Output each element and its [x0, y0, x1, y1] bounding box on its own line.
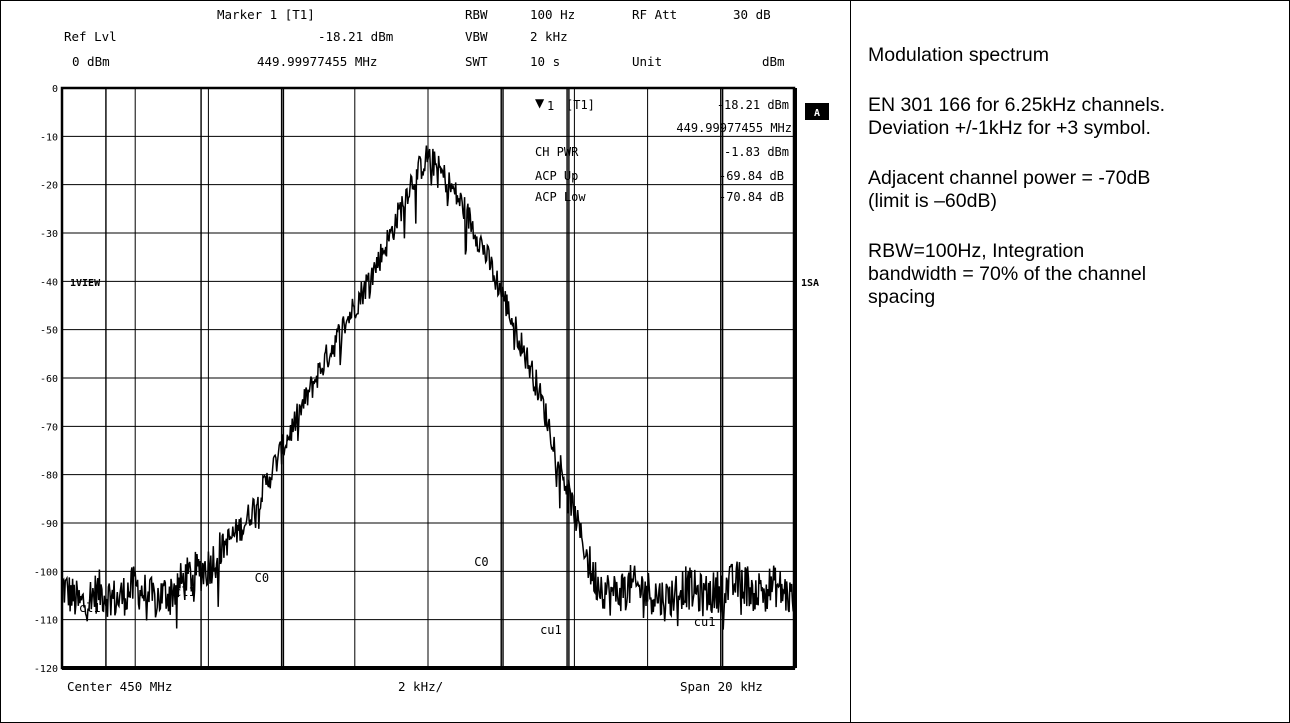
y-tick-label: -60 — [40, 374, 58, 385]
rf-att-label: RF Att — [632, 7, 678, 22]
notes-deviation: Deviation +/-1kHz for +3 symbol. — [868, 117, 1151, 139]
notes-panel: Modulation spectrum EN 301 166 for 6.25k… — [868, 44, 1288, 336]
y-tick-label: -70 — [40, 422, 58, 433]
y-tick-label: -40 — [40, 277, 58, 288]
y-tick-label: -50 — [40, 326, 58, 337]
channel-lines — [105, 88, 724, 668]
y-tick-label: -30 — [40, 229, 58, 240]
spectrum-trace — [61, 145, 795, 630]
frequency-per-division: 2 kHz/ — [398, 679, 443, 694]
channel-labels: cl1 cl1 C0 C0 cu1 cu1 — [79, 555, 716, 637]
marker-frequency: 449.99977455 MHz — [257, 54, 378, 69]
y-tick-label: -110 — [34, 616, 58, 627]
unit-value: dBm — [762, 54, 785, 69]
readout-ch-pwr-label: CH PWR — [535, 145, 579, 159]
spectrum-plot: 0 -10 -20 -30 -40 -50 -60 -70 -80 -90 -100 -110 -120… — [34, 84, 829, 694]
swt-label: SWT — [465, 54, 488, 69]
readout-acp-up-value: -69.84 dB — [719, 169, 784, 183]
marker-level: -18.21 dBm — [318, 29, 394, 44]
panel-divider — [850, 0, 851, 723]
notes-rbw: RBW=100Hz, Integration — [868, 240, 1085, 262]
readout-marker-sub: [T1] — [566, 98, 595, 112]
vbw-value: 2 kHz — [530, 29, 568, 44]
readout-marker-frequency: 449.99977455 MHz — [676, 121, 792, 135]
marker-label: Marker 1 [T1] — [217, 7, 315, 22]
swt-value: 10 s — [530, 54, 561, 69]
y-tick-label: -10 — [40, 132, 58, 143]
rbw-label: RBW — [465, 7, 488, 22]
channel-label: C0 — [255, 571, 269, 585]
channel-label: cl1 — [79, 601, 101, 615]
readout-marker-tag: 1 — [547, 99, 554, 113]
notes-standard: EN 301 166 for 6.25kHz channels. — [868, 94, 1166, 116]
span: Span 20 kHz — [680, 679, 763, 694]
notes-spacing: spacing — [868, 286, 936, 308]
notes-limit: (limit is –60dB) — [868, 190, 997, 212]
readout-acp-low-label: ACP Low — [535, 190, 586, 204]
y-tick-label: -80 — [40, 471, 58, 482]
notes-title: Modulation spectrum — [868, 44, 1050, 66]
readout-acp-up-label: ACP Up — [535, 169, 578, 183]
channel-label: cu1 — [540, 623, 562, 637]
notes-acp: Adjacent channel power = -70dB — [868, 167, 1151, 189]
unit-label: Unit — [632, 54, 663, 69]
readout-marker-level: -18.21 dBm — [717, 98, 789, 112]
ref-level-value: 0 dBm — [72, 54, 110, 69]
y-tick-labels: 0 -10 -20 -30 -40 -50 -60 -70 -80 -90 -100 -110 -120 — [34, 84, 58, 675]
y-tick-label: -90 — [40, 519, 58, 530]
readout-acp-low-value: -70.84 dB — [719, 190, 784, 204]
notes-bandwidth: bandwidth = 70% of the channel — [868, 263, 1147, 285]
marker-triangle-icon: ▼ — [535, 96, 545, 110]
y-tick-label: -20 — [40, 181, 58, 192]
channel-label: cu1 — [694, 615, 716, 629]
trace-a-badge — [805, 103, 829, 120]
channel-label: cl1 — [174, 585, 196, 599]
view-label: 1VIEW — [70, 278, 101, 289]
y-tick-label: -120 — [34, 664, 58, 675]
ref-level-label: Ref Lvl — [64, 29, 117, 44]
rbw-value: 100 Hz — [530, 7, 576, 22]
readout-ch-pwr-value: -1.83 dBm — [724, 145, 789, 159]
rf-att-value: 30 dB — [733, 7, 771, 22]
sa-label: 1SA — [801, 278, 819, 289]
channel-label: C0 — [474, 555, 488, 569]
trace-a-badge-label: A — [814, 108, 820, 119]
y-tick-label: -100 — [34, 567, 58, 578]
vbw-label: VBW — [465, 29, 488, 44]
y-tick-label: 0 — [52, 84, 58, 95]
center-frequency: Center 450 MHz — [67, 679, 172, 694]
